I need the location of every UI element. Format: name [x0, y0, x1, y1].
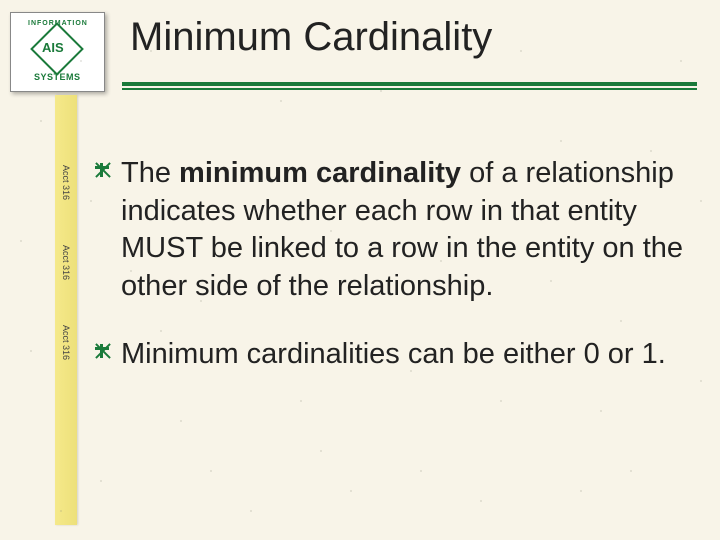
logo-arc-top: INFORMATION: [28, 20, 88, 27]
title-underline: [122, 82, 697, 86]
bullet-icon: [95, 163, 113, 181]
bullet-bold: minimum cardinality: [179, 157, 461, 189]
logo-diamond-text: AIS: [42, 40, 64, 55]
bullet-item: The minimum cardinality of a relationshi…: [95, 155, 695, 306]
page-title: Minimum Cardinality: [130, 15, 492, 60]
content-area: The minimum cardinality of a relationshi…: [95, 155, 695, 403]
logo-inner: AIS INFORMATION SYSTEMS: [20, 22, 95, 82]
bullet-post: Minimum cardinalities can be either 0 or…: [121, 338, 666, 370]
bullet-item: Minimum cardinalities can be either 0 or…: [95, 336, 695, 374]
sidebar-label-2: Acct 316: [61, 245, 71, 280]
sidebar-label-3: Acct 316: [61, 325, 71, 360]
logo-systems-text: SYSTEMS: [34, 72, 81, 82]
bullet-icon: [95, 344, 113, 362]
bullet-text: The minimum cardinality of a relationshi…: [121, 155, 695, 306]
logo: AIS INFORMATION SYSTEMS: [10, 12, 105, 92]
bullet-pre: The: [121, 157, 179, 189]
sidebar: Acct 316 Acct 316 Acct 316: [55, 95, 77, 525]
sidebar-label-1: Acct 316: [61, 165, 71, 200]
bullet-text: Minimum cardinalities can be either 0 or…: [121, 336, 666, 374]
